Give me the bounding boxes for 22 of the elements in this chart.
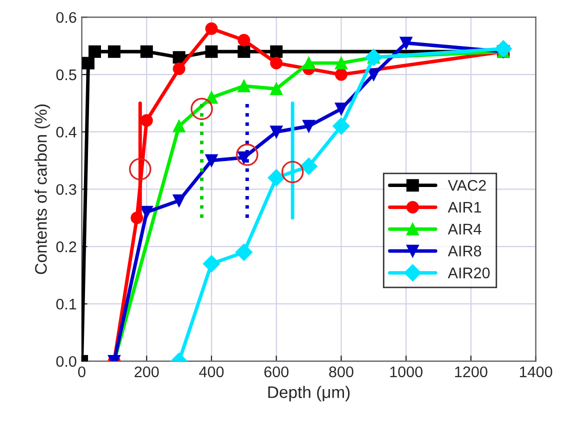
y-axis-title: Contents of carbon (%)	[34, 104, 50, 274]
legend-label: AIR1	[448, 202, 482, 213]
x-tick-label: 400	[199, 366, 224, 378]
y-tick-label: 0.6	[56, 12, 76, 23]
x-tick-label: 800	[329, 366, 354, 378]
y-tick-label: 0.2	[56, 241, 76, 252]
x-tick-label: 1200	[455, 366, 488, 378]
x-tick-label: 1400	[520, 366, 552, 378]
x-axis-title: Depth (μm)	[268, 386, 350, 402]
y-tick-label: 0.4	[56, 126, 76, 138]
y-tick-label: 0.3	[56, 184, 76, 195]
x-tick-label: 1000	[390, 366, 422, 378]
y-tick-label: 0.5	[56, 69, 76, 80]
y-tick-label: 0.0	[56, 356, 76, 367]
legend-label: VAC2	[448, 180, 486, 191]
y-tick-label: 0.1	[56, 298, 76, 310]
legend-label: AIR20	[448, 268, 490, 278]
x-tick-label: 0	[78, 366, 86, 378]
x-tick-label: 600	[264, 366, 289, 378]
legend-label: AIR8	[448, 246, 482, 256]
legend-label: AIR4	[448, 224, 482, 234]
x-tick-label: 200	[134, 366, 159, 378]
